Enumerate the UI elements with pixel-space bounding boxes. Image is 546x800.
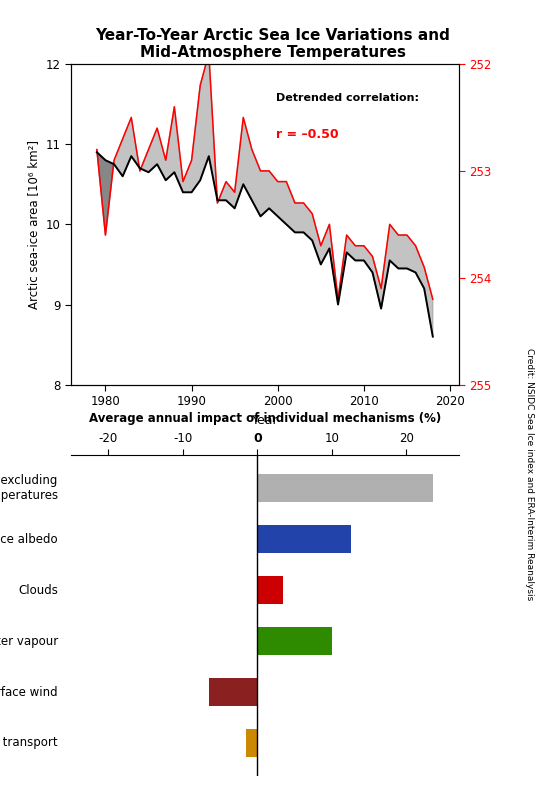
Text: Year-To-Year Arctic Sea Ice Variations and
Mid-Atmosphere Temperatures: Year-To-Year Arctic Sea Ice Variations a… <box>96 28 450 60</box>
Text: Credit: NSIDC Sea Ice index and ERA-Interim Reanalysis: Credit: NSIDC Sea Ice index and ERA-Inte… <box>525 348 534 600</box>
Bar <box>257 576 283 604</box>
Bar <box>257 526 351 554</box>
Text: Detrended correlation:: Detrended correlation: <box>276 93 419 103</box>
Bar <box>209 678 257 706</box>
Bar <box>246 729 257 757</box>
X-axis label: Average annual impact of individual mechanisms (%): Average annual impact of individual mech… <box>88 412 441 425</box>
Bar <box>257 627 332 655</box>
Bar <box>257 474 432 502</box>
X-axis label: Year: Year <box>252 414 278 426</box>
Text: r = –0.50: r = –0.50 <box>276 128 339 141</box>
Y-axis label: Arctic sea-ice area [10⁶ km²]: Arctic sea-ice area [10⁶ km²] <box>27 140 40 309</box>
